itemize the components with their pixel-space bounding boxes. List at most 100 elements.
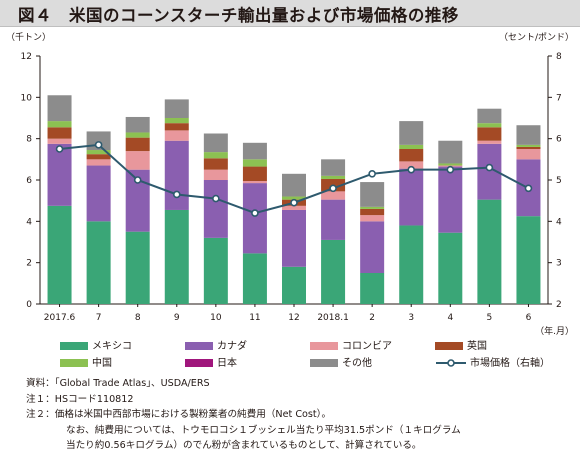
bar-segment <box>360 215 385 222</box>
legend-item-mexico: メキシコ <box>60 337 132 352</box>
bar-segment <box>242 253 267 304</box>
x-axis-unit: （年.月） <box>535 325 574 337</box>
bar-segment <box>438 140 463 164</box>
legend-label-uk: 英国 <box>467 341 487 352</box>
bar-segment <box>125 151 150 170</box>
bar-segment <box>125 231 150 304</box>
legend-swatch-canada <box>185 342 213 350</box>
bar-segment <box>47 205 72 304</box>
left-tick-label: 4 <box>26 217 32 227</box>
right-tick-label: 8 <box>556 52 562 62</box>
bar-segment <box>516 146 541 149</box>
price-point <box>212 194 220 203</box>
bar-segment <box>86 221 111 304</box>
price-point <box>133 176 142 184</box>
x-tick-label: 11 <box>249 313 260 323</box>
bar-segment <box>164 123 189 131</box>
bar-segment <box>282 266 306 304</box>
bar-segment <box>47 143 72 206</box>
x-tick-label: 2018.1 <box>317 313 349 323</box>
bar-segment <box>164 140 189 210</box>
bar-segment <box>438 163 463 166</box>
bar-segment <box>321 159 346 176</box>
legend-item-canada: カナダ <box>185 337 247 352</box>
left-tick-label: 12 <box>21 52 32 62</box>
x-tick-label: 10 <box>210 313 222 323</box>
x-tick-label: 5 <box>487 313 493 323</box>
legend-swatch-mexico <box>60 342 88 350</box>
title-bar: 図４ 米国のコーンスターチ輸出量および市場価格の推移 <box>0 0 580 27</box>
bar-segment <box>516 144 541 147</box>
legend-item-colombia: コロンビア <box>310 337 392 352</box>
x-tick-label: 8 <box>135 313 141 323</box>
left-tick-label: 2 <box>26 259 32 269</box>
x-tick-label: 9 <box>174 313 180 323</box>
legend-item-price: 市場価格（右軸） <box>435 354 550 369</box>
bar-segment <box>321 199 346 240</box>
bar-segment <box>47 121 72 128</box>
bar-segment <box>86 154 111 160</box>
price-point <box>290 198 298 207</box>
note-source: 資料：「Global Trade Atlas」、USDA/ERS <box>26 378 210 389</box>
left-axis-unit: （千トン） <box>6 32 51 43</box>
bar-segment <box>399 161 424 169</box>
price-point <box>172 190 181 199</box>
bar-segment <box>86 150 111 155</box>
right-tick-label: 3 <box>556 259 562 269</box>
bar-segment <box>321 239 346 304</box>
bar-segment <box>47 95 72 122</box>
chart-title: 図４ 米国のコーンスターチ輸出量および市場価格の推移 <box>18 6 459 25</box>
legend-swatch-japan <box>185 359 213 367</box>
bar-segment <box>203 180 228 238</box>
legend-swatch-china <box>60 359 88 367</box>
price-point <box>485 163 494 172</box>
right-tick-label: 2 <box>556 300 562 310</box>
bar-segment <box>125 132 150 138</box>
bar-segment <box>477 108 502 124</box>
bar-segment <box>47 127 72 139</box>
bar-segment <box>203 152 228 159</box>
bar-segment <box>47 138 72 144</box>
bar-segment <box>203 237 228 304</box>
bar-segment <box>360 208 385 216</box>
bar-segment <box>282 196 306 200</box>
legend-label-japan: 日本 <box>217 358 237 369</box>
legend-swatch-colombia <box>310 342 338 350</box>
bar-segment <box>321 191 346 200</box>
bar-segment <box>399 149 424 162</box>
bar-segment <box>242 142 267 160</box>
legend-label-china: 中国 <box>92 358 112 369</box>
left-tick-label: 8 <box>26 135 32 145</box>
left-tick-label: 6 <box>26 176 32 186</box>
bar-segment <box>125 116 150 133</box>
bar-segment <box>477 140 502 144</box>
legend-item-china: 中国 <box>60 354 112 369</box>
bar-segment <box>477 123 502 128</box>
bar-segment <box>125 137 150 152</box>
price-point <box>368 170 376 178</box>
left-tick-label: 10 <box>21 93 33 103</box>
bar-segment <box>242 159 267 167</box>
bar-segment <box>203 169 228 180</box>
bar-segment <box>282 205 306 210</box>
legend-label-other: その他 <box>342 358 372 369</box>
legend-label-canada: カナダ <box>217 341 247 352</box>
legend-item-other: その他 <box>310 354 372 369</box>
bar-segment <box>203 158 228 170</box>
bar-segment <box>399 144 424 149</box>
note-2: 注２：価格は米国中西部市場における製粉業者の純費用（Net Cost）。 <box>26 409 332 420</box>
legend-item-japan: 日本 <box>185 354 237 369</box>
bar-segment <box>399 168 424 226</box>
bar-segment <box>164 130 189 141</box>
x-tick-label: 2 <box>369 313 375 323</box>
x-tick-label: 7 <box>96 313 102 323</box>
right-tick-label: 6 <box>556 135 562 145</box>
bar-segment <box>164 209 189 304</box>
price-point <box>94 141 103 149</box>
note-1: 注１：HSコード110812 <box>26 393 134 405</box>
left-tick-label: 0 <box>26 300 32 310</box>
right-tick-label: 7 <box>556 93 562 103</box>
bar-segment <box>399 225 424 304</box>
note-2-detail-2: 当たり約0.56キログラム）のでん粉が含まれているものとして、計算されている。 <box>66 440 422 451</box>
legend-swatch-price <box>436 359 466 367</box>
